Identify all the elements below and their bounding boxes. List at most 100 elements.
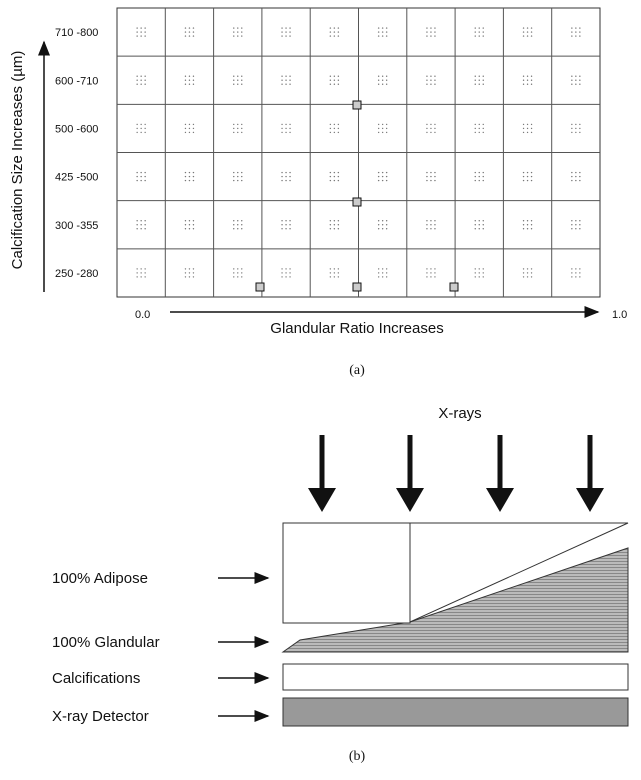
dot [136,276,138,278]
dot [575,83,577,85]
dot [184,268,187,270]
dot [285,123,287,126]
dot [192,175,195,178]
dot [241,220,243,222]
dot [530,79,533,81]
dot [526,131,529,134]
dot [530,27,533,29]
dot [474,75,476,77]
dot [426,220,428,222]
dot [434,175,436,178]
dot [434,276,436,278]
dot [285,224,287,226]
dot [237,272,239,274]
dot [426,35,428,37]
dot [237,83,239,85]
dot [333,83,336,85]
dot [526,228,529,230]
dot [281,175,283,178]
dot [188,171,191,174]
dot [281,79,283,81]
dot [482,171,484,174]
dot [184,31,187,33]
dot [381,31,384,33]
calcification-layer [282,663,629,691]
dot [381,268,384,270]
dot [233,127,235,130]
dot [188,27,191,29]
dot [140,79,142,81]
dot [474,276,476,278]
dot [333,75,336,77]
dot [579,127,581,130]
dot [522,224,525,226]
dot [430,179,432,182]
dot [184,272,187,274]
x-axis-label: Glandular Ratio Increases [270,320,443,337]
dot [385,27,388,29]
dot [337,175,340,178]
dot [192,35,195,37]
dot [333,228,336,230]
dot [377,272,380,274]
dot [329,31,332,33]
dot [381,131,384,134]
dot [192,27,195,29]
dot [385,75,388,77]
dot [281,131,283,134]
y-axis-label: Calcification Size Increases (µm) [9,51,26,270]
dot [237,175,239,178]
dot [571,75,573,77]
dot [575,179,577,182]
dot [333,276,336,278]
dot [184,123,187,126]
dot [526,276,529,278]
sample-marker [449,282,459,292]
dot [571,131,573,134]
dot [478,35,480,37]
dot [241,228,243,230]
dot [281,224,283,226]
dot [233,224,235,226]
dot [575,79,577,81]
dot [188,79,191,81]
dot [575,127,577,130]
dot [474,179,476,182]
dot [144,224,146,226]
dot [188,127,191,130]
dot [333,171,336,174]
dot [434,228,436,230]
dot [233,175,235,178]
dot [333,79,336,81]
dot [571,276,573,278]
dot [241,224,243,226]
dot [571,123,573,126]
dot [571,228,573,230]
dot [140,27,142,29]
dot [482,75,484,77]
dot [474,228,476,230]
dot [474,272,476,274]
dot [430,276,432,278]
dot [385,123,388,126]
dot [530,75,533,77]
dot [571,220,573,222]
dot [426,83,428,85]
dot [241,127,243,130]
dot [575,175,577,178]
dot [381,272,384,274]
dot [289,83,291,85]
dot [530,83,533,85]
dot [241,83,243,85]
dot [579,276,581,278]
dot [478,83,480,85]
dot [526,224,529,226]
dot [136,228,138,230]
dot [474,171,476,174]
dot [233,79,235,81]
dot [579,272,581,274]
dot [140,171,142,174]
dot [285,175,287,178]
dot [522,131,525,134]
dot [474,79,476,81]
